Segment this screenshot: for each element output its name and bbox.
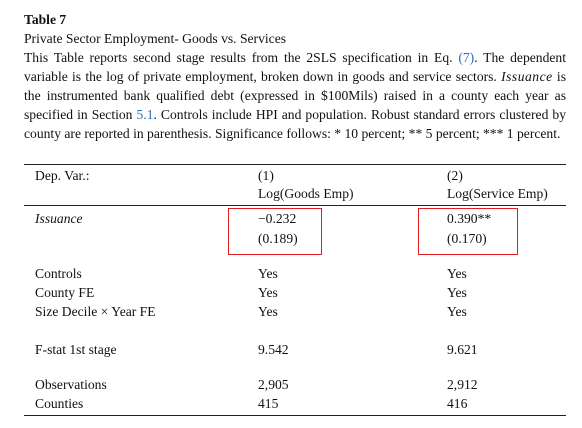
cell: Yes	[447, 304, 467, 319]
column-label: Log(Goods Emp)	[258, 186, 354, 201]
cell: Yes	[447, 266, 467, 281]
table-subtitle: Private Sector Employment- Goods vs. Ser…	[24, 31, 287, 46]
bottom-rule	[24, 415, 566, 416]
section-link[interactable]: 5.1	[136, 107, 154, 122]
caption-italic: Issuance	[501, 69, 553, 84]
table-title: Table 7	[24, 12, 67, 27]
highlight-box	[418, 208, 518, 255]
standard-error: (0.170)	[447, 231, 487, 246]
cell: 416	[447, 396, 468, 411]
dep-var-label: Dep. Var.:	[35, 168, 90, 183]
coefficient: −0.232	[258, 211, 297, 226]
cell: 9.542	[258, 342, 289, 357]
column-number: (2)	[447, 168, 463, 183]
top-rule	[24, 164, 566, 165]
row-label: County FE	[35, 285, 95, 300]
row-label: Issuance	[35, 211, 83, 226]
cell: 2,905	[258, 377, 289, 392]
caption-text: This Table reports second stage results …	[24, 50, 459, 65]
row-label: F-stat 1st stage	[35, 342, 117, 357]
cell: 2,912	[447, 377, 478, 392]
cell: 415	[258, 396, 279, 411]
cell: Yes	[447, 285, 467, 300]
caption-text: is the instrumented bank qualified debt …	[24, 69, 566, 122]
header-rule	[24, 205, 566, 206]
caption-text: . Controls include HPI and population. R…	[24, 107, 567, 141]
cell: Yes	[258, 285, 278, 300]
cell: Yes	[258, 304, 278, 319]
row-label: Counties	[35, 396, 84, 411]
caption: This Table reports second stage results …	[24, 48, 566, 143]
equation-link[interactable]: (7)	[458, 50, 475, 65]
row-label: Controls	[35, 266, 82, 281]
column-number: (1)	[258, 168, 274, 183]
highlight-box	[228, 208, 322, 255]
caption-text: . The dependent variable is the log of p…	[24, 50, 566, 84]
cell: 9.621	[447, 342, 478, 357]
row-label: Observations	[35, 377, 107, 392]
column-label: Log(Service Emp)	[447, 186, 548, 201]
cell: Yes	[258, 266, 278, 281]
coefficient: 0.390**	[447, 211, 492, 226]
standard-error: (0.189)	[258, 231, 298, 246]
row-label: Size Decile × Year FE	[35, 304, 156, 319]
